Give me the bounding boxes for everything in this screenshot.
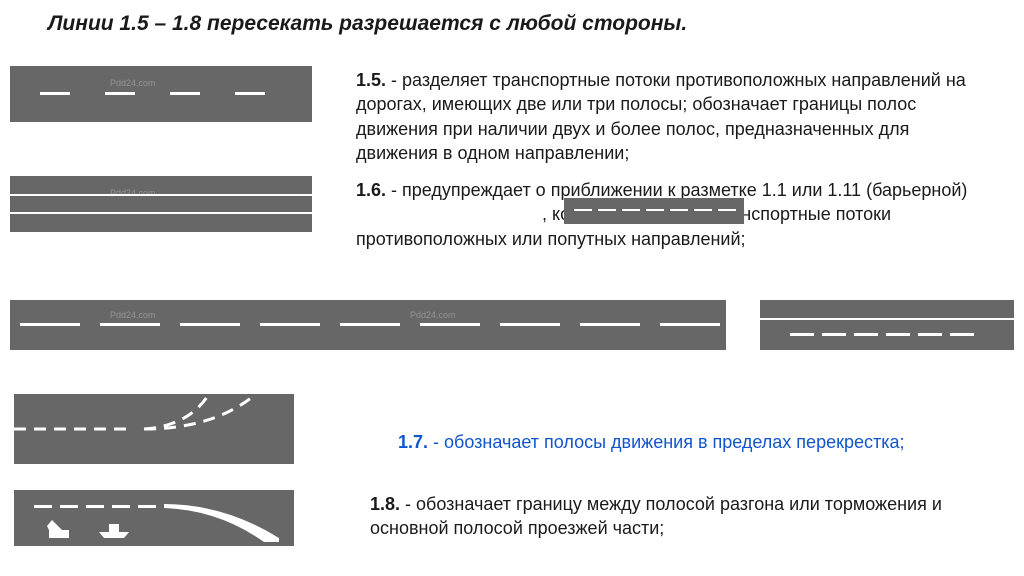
num-1-5: 1.5. [356,70,386,90]
road-wide-left: Pdd24.com Pdd24.com [10,300,726,350]
desc-1-7: - обозначает полосы движения в пределах … [428,432,904,452]
road-1-7-illustration [14,394,294,464]
num-1-7: 1.7. [398,432,428,452]
watermark: Pdd24.com [110,310,156,320]
road-1-6-illustration: Pdd24.com [10,176,312,232]
text-1-7: 1.7. - обозначает полосы движения в пред… [398,430,988,454]
merge-arrows-svg [14,490,294,546]
page-title: Линии 1.5 – 1.8 пересекать разрешается с… [48,12,687,36]
road-1-8-illustration [14,490,294,546]
road-1-5-illustration: Pdd24.com [10,66,312,122]
watermark: Pdd24.com [410,310,456,320]
desc-1-8: - обозначает границу между полосой разго… [370,494,942,538]
num-1-6: 1.6. [356,180,386,200]
text-1-5: 1.5. - разделяет транспортные потоки про… [356,68,976,165]
desc-1-5: - разделяет транспортные потоки противоп… [356,70,966,163]
watermark: Pdd24.com [110,188,156,198]
watermark: Pdd24.com [110,78,156,88]
curved-lanes-svg [14,394,294,464]
desc-1-6-pre: - предупреждает о приближении к разметке… [386,180,967,200]
text-1-8: 1.8. - обозначает границу между полосой … [370,492,990,541]
num-1-8: 1.8. [370,494,400,514]
road-1-6-inline [564,198,744,224]
road-wide-right [760,300,1014,350]
